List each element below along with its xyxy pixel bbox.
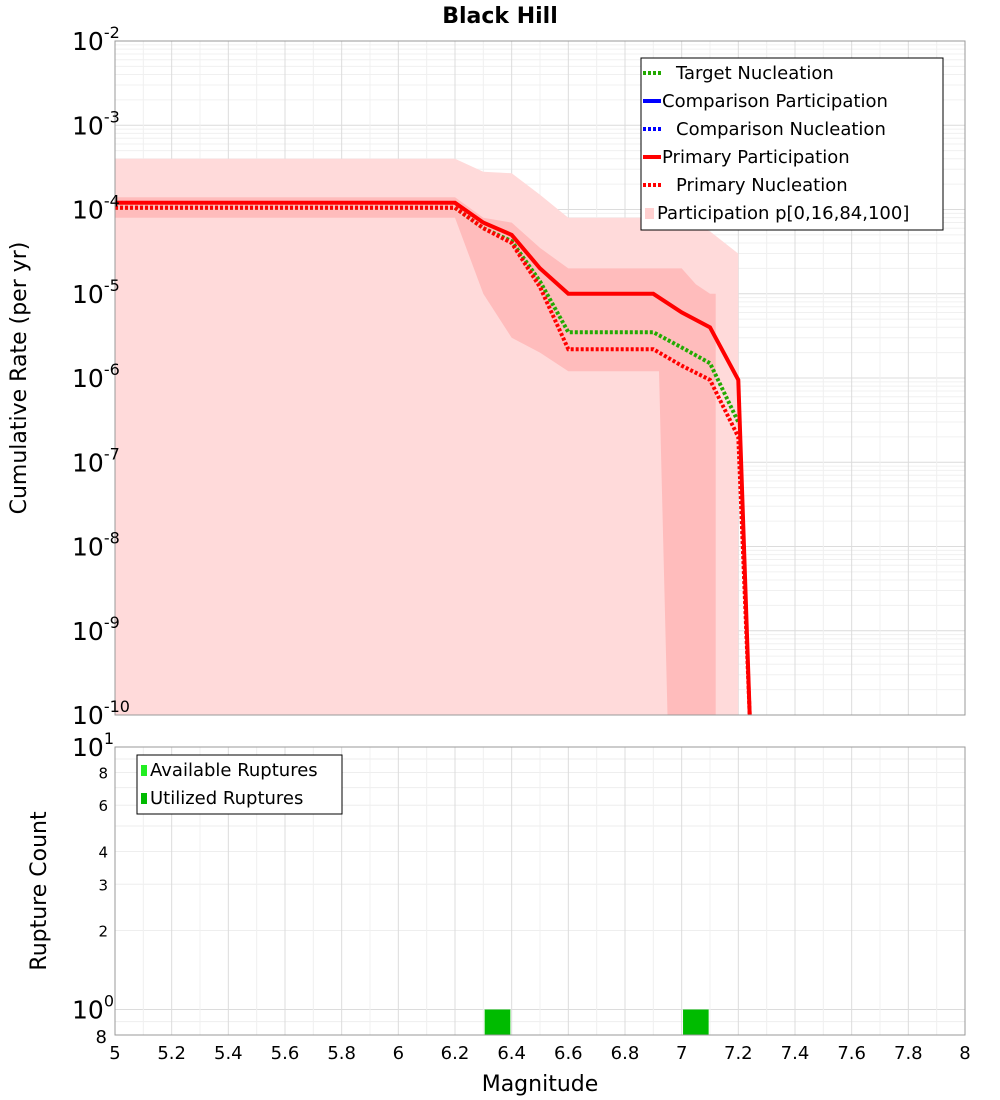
rate-y-axis-label: Cumulative Rate (per yr)	[7, 242, 32, 515]
y-tick-exponent: 1	[104, 729, 114, 748]
y-minor-tick-label: 8	[96, 1027, 107, 1048]
y-tick-label: 10-10	[72, 697, 130, 730]
y-tick-base: 10	[72, 617, 104, 646]
participation-band-outer	[115, 158, 739, 716]
legend-box	[136, 754, 343, 815]
x-tick-labels: 5 5.2 5.4 5.6 5.8 6 6.2 6.4 6.6 6.8 7 7.2 7.4 7.6 7.8 8	[109, 1043, 970, 1064]
y-minor-tick-label: 2	[98, 923, 108, 941]
x-axis-label: Magnitude	[482, 1072, 599, 1097]
chart-title: Black Hill	[442, 4, 558, 29]
y-tick-base: 10	[72, 196, 104, 225]
legend-label: Primary Participation	[662, 147, 850, 168]
y-tick-label: 10-6	[72, 360, 120, 393]
x-tick-label: 6.4	[497, 1043, 526, 1064]
x-tick-label: 5.2	[157, 1043, 186, 1064]
y-tick-label: 10-7	[72, 444, 120, 477]
y-tick-base: 10	[72, 27, 104, 56]
x-tick-label: 7.2	[724, 1043, 753, 1064]
x-tick-label: 5.6	[271, 1043, 300, 1064]
x-tick-label: 8	[959, 1043, 970, 1064]
legend-label: Comparison Participation	[662, 91, 888, 112]
x-tick-label: 6.2	[441, 1043, 470, 1064]
legend-label: Target Nucleation	[675, 63, 834, 84]
y-tick-exponent: -10	[104, 697, 130, 716]
y-tick-label: 10-8	[72, 529, 120, 562]
y-tick-label: 101	[72, 729, 114, 762]
rate-plot: 10-210-310-410-510-610-710-810-910-10 Ta…	[72, 23, 966, 730]
legend-label: Utilized Ruptures	[150, 788, 303, 809]
series-line-primary-participation	[115, 200, 752, 716]
y-tick-label: 10-5	[72, 276, 120, 309]
rate-series-lines	[115, 200, 752, 716]
rate-y-ticks: 10-210-310-410-510-610-710-810-910-10	[72, 23, 130, 730]
y-tick-label: 10-4	[72, 192, 120, 225]
x-tick-label: 7.8	[894, 1043, 923, 1064]
legend-box	[640, 57, 944, 231]
x-tick-label: 7.6	[837, 1043, 866, 1064]
y-minor-tick-label: 3	[98, 876, 108, 894]
y-tick-exponent: -8	[104, 529, 120, 548]
y-tick-label: 100	[72, 992, 114, 1025]
y-tick-base: 10	[72, 533, 104, 562]
y-tick-base: 10	[72, 364, 104, 393]
legend-swatch	[141, 765, 147, 776]
rupture-bar-utilized	[484, 1009, 511, 1035]
y-minor-tick-label: 4	[98, 843, 108, 861]
rupture-plot-frame	[114, 746, 966, 1036]
legend-label: Available Ruptures	[150, 760, 318, 781]
y-tick-base: 10	[72, 111, 104, 140]
y-tick-exponent: 0	[104, 992, 114, 1011]
x-tick-label: 5.8	[327, 1043, 356, 1064]
y-tick-exponent: -2	[104, 23, 120, 42]
legend-swatch	[645, 208, 654, 219]
y-tick-base: 10	[72, 733, 104, 762]
x-tick-label: 7.4	[781, 1043, 810, 1064]
x-tick-label: 5.4	[214, 1043, 243, 1064]
y-tick-label: 10-3	[72, 107, 120, 140]
participation-bands	[115, 158, 739, 716]
x-tick-label: 7	[676, 1043, 687, 1064]
legend-swatch	[141, 793, 147, 804]
y-tick-base: 10	[72, 996, 104, 1025]
series-line-primary-nucleation	[115, 205, 752, 716]
y-tick-exponent: -4	[104, 192, 120, 211]
y-minor-tick-label: 8	[98, 764, 108, 782]
rupture-bars	[484, 1009, 709, 1035]
rupture-bar-utilized	[683, 1009, 709, 1035]
rate-plot-frame	[114, 40, 966, 716]
y-tick-label: 10-9	[72, 613, 120, 646]
legend-label: Participation p[0,16,84,100]	[657, 203, 909, 224]
x-tick-label: 6	[393, 1043, 404, 1064]
y-tick-exponent: -7	[104, 444, 120, 463]
y-tick-exponent: -6	[104, 360, 120, 379]
y-tick-base: 10	[72, 280, 104, 309]
y-tick-exponent: -3	[104, 107, 120, 126]
x-tick-label: 6.8	[611, 1043, 640, 1064]
rate-legend: Target Nucleation Comparison Participatio…	[640, 57, 944, 231]
rupture-legend: Available Ruptures Utilized Ruptures	[136, 754, 343, 815]
legend-label: Primary Nucleation	[676, 175, 848, 196]
y-tick-label: 10-2	[72, 23, 120, 56]
y-minor-tick-label: 6	[98, 797, 108, 815]
legend-label: Comparison Nucleation	[676, 119, 886, 140]
y-tick-exponent: -9	[104, 613, 120, 632]
x-tick-label: 5	[109, 1043, 120, 1064]
rupture-y-axis-label: Rupture Count	[27, 811, 52, 971]
y-tick-exponent: -5	[104, 276, 120, 295]
y-tick-base: 10	[72, 448, 104, 477]
x-tick-label: 6.6	[554, 1043, 583, 1064]
y-tick-base: 10	[72, 701, 104, 730]
